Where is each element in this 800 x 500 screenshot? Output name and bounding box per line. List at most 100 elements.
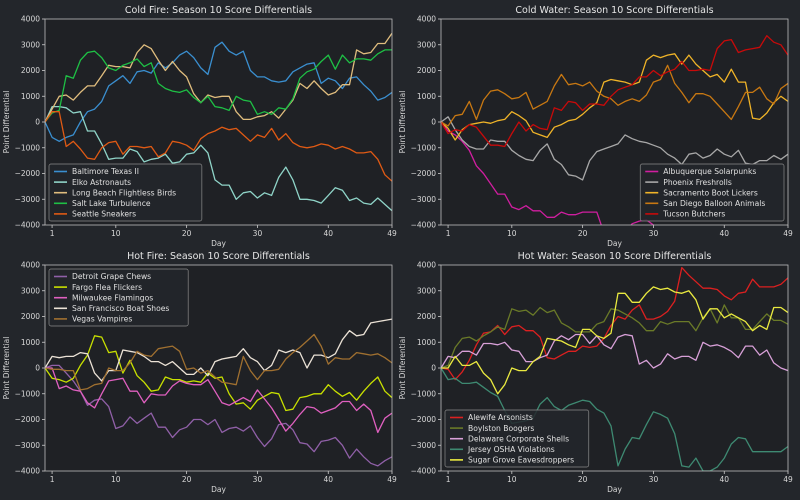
subplot-cold-fire: Cold Fire: Season 10 Score Differentials…	[2, 5, 397, 248]
axes-frame	[440, 18, 789, 226]
y-tick-label: −3000	[411, 195, 437, 204]
axes-frame	[440, 264, 789, 472]
series-line-long-beach-flightless-birds	[45, 32, 392, 123]
x-tick-label: 49	[387, 475, 397, 484]
legend-item-alewife-arsonists: Alewife Arsonists	[450, 413, 533, 422]
x-tick-label: 1	[50, 229, 55, 238]
x-tick-label: 30	[253, 229, 263, 238]
legend-label: Tucson Butchers	[662, 210, 725, 219]
x-tick-label: 30	[253, 475, 263, 484]
legend-box	[48, 163, 203, 222]
series-line-salt-lake-turbulence	[45, 49, 392, 123]
y-tick-label: −4000	[411, 221, 437, 230]
legend-item-phoenix-freshrolls: Phoenix Freshrolls	[645, 178, 732, 187]
x-tick-label: 49	[783, 229, 793, 238]
y-tick-label: −3000	[15, 441, 41, 450]
x-tick-label: 49	[387, 229, 397, 238]
legend-item-milwaukee-flamingos: Milwaukee Flamingos	[54, 293, 153, 302]
y-tick-label: 0	[431, 364, 436, 373]
series-line-fargo-flea-flickers	[45, 335, 392, 412]
legend: Detroit Grape Chews Fargo Flea FlickersMi…	[48, 268, 189, 327]
x-tick-label: 40	[323, 229, 333, 238]
y-tick-label: −4000	[15, 467, 41, 476]
y-tick-label: 3000	[417, 286, 436, 295]
axes-frame	[44, 264, 393, 472]
legend-item-boylston-boogers: Boylston Boogers	[450, 424, 534, 433]
y-tick-label: −2000	[411, 415, 437, 424]
y-tick-label: 1000	[21, 338, 40, 347]
subplot-hot-fire: Hot Fire: Season 10 Score Differentials −…	[2, 251, 397, 494]
y-axis-label: Point Differential	[398, 91, 407, 154]
y-tick-label: −3000	[411, 441, 437, 450]
y-tick-label: −1000	[15, 389, 41, 398]
legend-label: Milwaukee Flamingos	[72, 293, 153, 302]
y-tick-label: 1000	[417, 92, 436, 101]
series-lines	[441, 266, 788, 471]
y-tick-label: −1000	[15, 143, 41, 152]
legend-label: Jersey OSHA Violations	[467, 445, 555, 454]
x-tick-label: 40	[719, 475, 729, 484]
legend-item-baltimore-texas-ii: Baltimore Texas II	[54, 167, 139, 176]
x-tick-label: 10	[111, 475, 121, 484]
legend-label: Salt Lake Turbulence	[72, 199, 151, 208]
x-tick-label: 1	[446, 229, 451, 238]
legend-label: Long Beach Flightless Birds	[72, 188, 176, 197]
series-line-san-francisco-boat-shoes	[45, 318, 392, 382]
legend-item-albuquerque-solarpunks: Albuquerque Solarpunks	[645, 167, 756, 176]
y-axis-label: Point Differential	[2, 91, 11, 154]
y-tick-label: −3000	[15, 195, 41, 204]
chart-title: Cold Water: Season 10 Score Differential…	[515, 5, 713, 16]
legend-label: Seattle Sneakers	[72, 210, 136, 219]
y-tick-label: 3000	[21, 40, 40, 49]
legend-item-sugar-grove-eavesdroppers: Sugar Grove Eavesdroppers	[450, 456, 574, 465]
x-tick-label: 20	[578, 229, 588, 238]
legend-item-detroit-grape-chews: Detroit Grape Chews	[54, 272, 151, 281]
series-line-phoenix-freshrolls	[441, 116, 788, 181]
y-tick-label: −4000	[15, 221, 41, 230]
chart-title: Cold Fire: Season 10 Score Differentials	[125, 5, 312, 16]
subplot-hot-water: Hot Water: Season 10 Score Differentials…	[398, 251, 793, 494]
axes-frame	[44, 18, 393, 226]
y-tick-label: −2000	[15, 169, 41, 178]
y-tick-label: 2000	[21, 66, 40, 75]
legend-item-sacramento-boot-lickers: Sacramento Boot Lickers	[645, 188, 758, 197]
legend-label: Phoenix Freshrolls	[663, 178, 732, 187]
legend-item-delaware-corporate-shells: Delaware Corporate Shells	[450, 434, 569, 443]
legend: Alewife Arsonists Boylston BoogersDelawar…	[444, 409, 590, 468]
y-tick-label: 0	[431, 118, 436, 127]
y-tick-label: 4000	[21, 15, 40, 24]
subplot-cold-water: Cold Water: Season 10 Score Differential…	[398, 5, 793, 248]
y-tick-label: 0	[35, 118, 40, 127]
legend-item-san-francisco-boat-shoes: San Francisco Boat Shoes	[54, 304, 169, 313]
series-lines	[45, 318, 392, 467]
legend-item-jersey-osha-violations: Jersey OSHA Violations	[450, 445, 555, 454]
y-tick-label: 2000	[417, 66, 436, 75]
y-tick-label: 2000	[417, 312, 436, 321]
series-line-san-diego-balloon-animals	[441, 64, 788, 127]
legend-label: San Diego Balloon Animals	[663, 199, 765, 208]
legend-label: Detroit Grape Chews	[72, 272, 151, 281]
legend-item-san-diego-balloon-animals: San Diego Balloon Animals	[645, 199, 765, 208]
series-lines	[45, 32, 392, 212]
legend: Albuquerque Solarpunks Phoenix Freshrolls…	[639, 163, 785, 222]
legend-label: Baltimore Texas II	[72, 167, 139, 176]
x-tick-label: 1	[50, 475, 55, 484]
legend-item-tucson-butchers: Tucson Butchers	[645, 210, 725, 219]
x-tick-label: 30	[649, 475, 659, 484]
series-line-vegas-vampires	[45, 333, 392, 391]
x-tick-label: 20	[182, 475, 192, 484]
series-lines	[441, 35, 788, 225]
legend-box	[639, 163, 785, 222]
chart-title: Hot Fire: Season 10 Score Differentials	[127, 251, 310, 262]
y-tick-label: 2000	[21, 312, 40, 321]
y-tick-label: 0	[35, 364, 40, 373]
legend-box	[444, 409, 590, 468]
x-tick-label: 40	[719, 229, 729, 238]
legend-item-elko-astronauts: Elko Astronauts	[54, 178, 131, 187]
series-line-jersey-osha-violations	[441, 367, 788, 471]
legend-label: Alewife Arsonists	[468, 413, 533, 422]
y-axis-label: Point Differential	[2, 337, 11, 400]
y-tick-label: −1000	[411, 389, 437, 398]
